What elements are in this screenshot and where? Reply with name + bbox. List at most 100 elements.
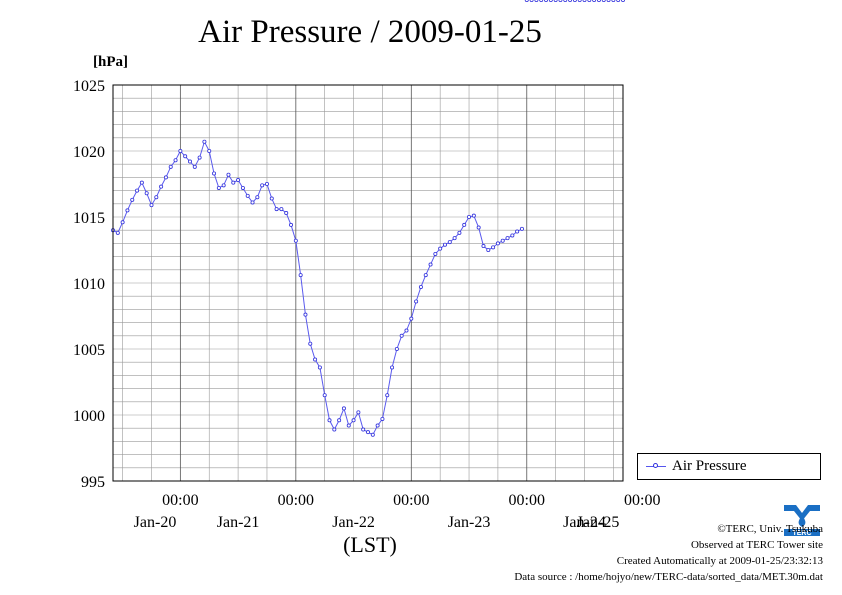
x-date-label: Jan-20	[134, 514, 177, 531]
y-axis-unit: [hPa]	[93, 54, 128, 70]
x-date-label: Jan-22	[332, 514, 375, 531]
y-tick-label: 1015	[73, 210, 105, 227]
data-point	[245, 193, 250, 198]
x-tick-time-label: 00:00	[278, 492, 314, 509]
data-point	[558, 0, 563, 2]
data-point	[130, 197, 135, 202]
data-point	[236, 178, 241, 183]
data-point	[168, 164, 173, 169]
data-point	[284, 211, 289, 216]
credit-copyright: ©TERC, Univ. Tsukuba	[717, 523, 823, 535]
x-date-label: Jan-24	[563, 514, 606, 531]
svg-text:TERC: TERC	[792, 530, 811, 537]
legend: Air Pressure	[637, 453, 821, 480]
data-point	[240, 185, 245, 190]
legend-label: Air Pressure	[672, 458, 747, 474]
data-point	[592, 0, 597, 2]
data-point	[163, 175, 168, 180]
data-point	[438, 246, 443, 251]
data-point	[183, 154, 188, 159]
data-point	[250, 200, 255, 205]
credit-source: Data source : /home/hojyo/new/TERC-data/…	[514, 571, 823, 583]
data-point	[495, 241, 500, 246]
data-point	[404, 328, 409, 333]
data-point	[568, 0, 573, 2]
data-point	[135, 188, 140, 193]
chart-title: Air Pressure / 2009-01-25	[198, 14, 542, 50]
y-tick-label: 1010	[73, 276, 105, 293]
data-point	[515, 229, 520, 234]
data-point	[582, 0, 587, 2]
data-point	[577, 0, 582, 2]
credit-site: Observed at TERC Tower site	[690, 539, 823, 551]
data-point	[524, 0, 529, 2]
credits-block: ©TERC, Univ. Tsukuba Observed at TERC To…	[514, 521, 823, 585]
data-point	[313, 357, 318, 362]
data-point	[471, 213, 476, 218]
y-tick-label: 995	[81, 474, 105, 491]
data-point	[346, 423, 351, 428]
data-point	[192, 164, 197, 169]
data-point	[154, 195, 159, 200]
data-point	[308, 341, 313, 346]
data-point	[260, 183, 265, 188]
data-point	[385, 393, 390, 398]
data-point	[337, 418, 342, 423]
data-point	[303, 312, 308, 317]
data-point	[539, 0, 544, 2]
x-date-label: Jan-21	[217, 514, 260, 531]
data-point	[173, 158, 178, 163]
data-point	[491, 245, 496, 250]
series-layer	[111, 0, 625, 437]
y-tick-label: 1000	[73, 408, 105, 425]
data-point	[226, 172, 231, 177]
data-point	[125, 208, 130, 213]
terc-logo-icon: TERC	[782, 503, 822, 537]
data-point	[120, 220, 125, 225]
data-point	[332, 427, 337, 432]
data-point	[596, 0, 601, 2]
data-point	[428, 262, 433, 267]
data-point	[505, 236, 510, 241]
data-point	[197, 155, 202, 160]
data-point	[207, 148, 212, 153]
data-point	[462, 222, 467, 227]
data-point	[616, 0, 621, 2]
data-point	[375, 423, 380, 428]
data-point	[178, 148, 183, 153]
data-point	[409, 316, 414, 321]
x-tick-labels: 00:00 00:00 00:00 00:00 00:00 Jan-20 Jan-21 Jan…	[134, 492, 661, 531]
data-point	[457, 230, 462, 235]
data-point	[370, 432, 375, 437]
data-point	[606, 0, 611, 2]
data-point	[442, 242, 447, 247]
data-point	[447, 240, 452, 245]
data-point	[467, 214, 472, 219]
data-point	[264, 181, 269, 186]
data-point	[341, 406, 346, 411]
grid-layer	[113, 85, 623, 481]
data-point	[519, 226, 524, 231]
data-point	[327, 418, 332, 423]
data-point	[544, 0, 549, 2]
data-point	[159, 184, 164, 189]
data-point	[365, 430, 370, 435]
credit-created: Created Automatically at 2009-01-25/23:3…	[616, 555, 823, 567]
data-point	[149, 203, 154, 208]
data-point	[274, 207, 279, 212]
data-point	[423, 273, 428, 278]
data-point	[356, 410, 361, 415]
data-point	[289, 222, 294, 227]
data-point	[255, 195, 260, 200]
data-point	[587, 0, 592, 2]
data-point	[433, 251, 438, 256]
data-point	[481, 244, 486, 249]
y-tick-label: 1020	[73, 144, 105, 161]
data-point	[139, 180, 144, 185]
data-point	[351, 418, 356, 423]
data-point	[548, 0, 553, 2]
data-point	[414, 299, 419, 304]
data-point	[572, 0, 577, 2]
data-point	[115, 230, 120, 235]
